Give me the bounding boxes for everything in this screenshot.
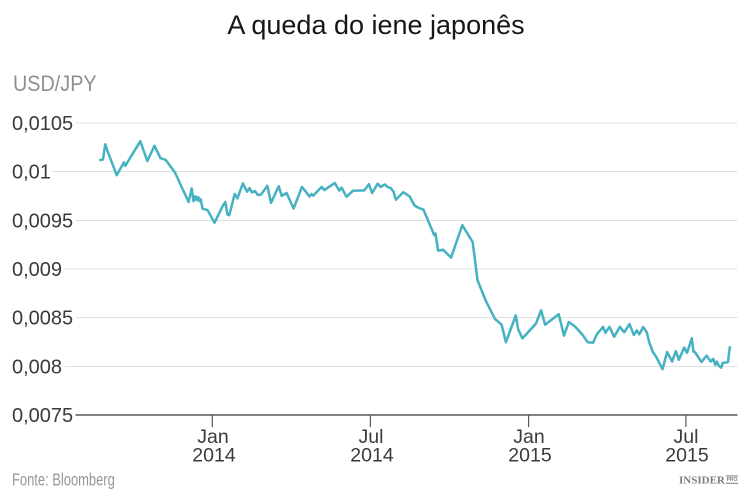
svg-text:0,0095: 0,0095 [12, 210, 73, 232]
svg-text:2015: 2015 [508, 445, 552, 467]
svg-text:USD/JPY: USD/JPY [13, 72, 97, 96]
svg-text:2014: 2014 [192, 445, 236, 467]
svg-text:0,0075: 0,0075 [12, 405, 73, 427]
svg-text:Jul: Jul [359, 426, 384, 448]
svg-text:0,008: 0,008 [12, 356, 62, 378]
svg-text:Jul: Jul [674, 426, 699, 448]
svg-text:2015: 2015 [665, 445, 709, 467]
svg-text:Fonte: Bloomberg: Fonte: Bloomberg [12, 471, 115, 490]
svg-text:0,0105: 0,0105 [12, 113, 73, 135]
svg-text:PRO: PRO [727, 477, 738, 483]
svg-text:A queda do iene japonês: A queda do iene japonês [227, 10, 524, 40]
svg-text:Jan: Jan [197, 426, 228, 448]
svg-text:INSIDER: INSIDER [679, 475, 726, 487]
svg-text:0,01: 0,01 [12, 162, 51, 184]
svg-text:0,0085: 0,0085 [12, 308, 73, 330]
svg-text:Jan: Jan [513, 426, 544, 448]
svg-text:2014: 2014 [350, 445, 394, 467]
svg-text:0,009: 0,009 [12, 259, 62, 281]
